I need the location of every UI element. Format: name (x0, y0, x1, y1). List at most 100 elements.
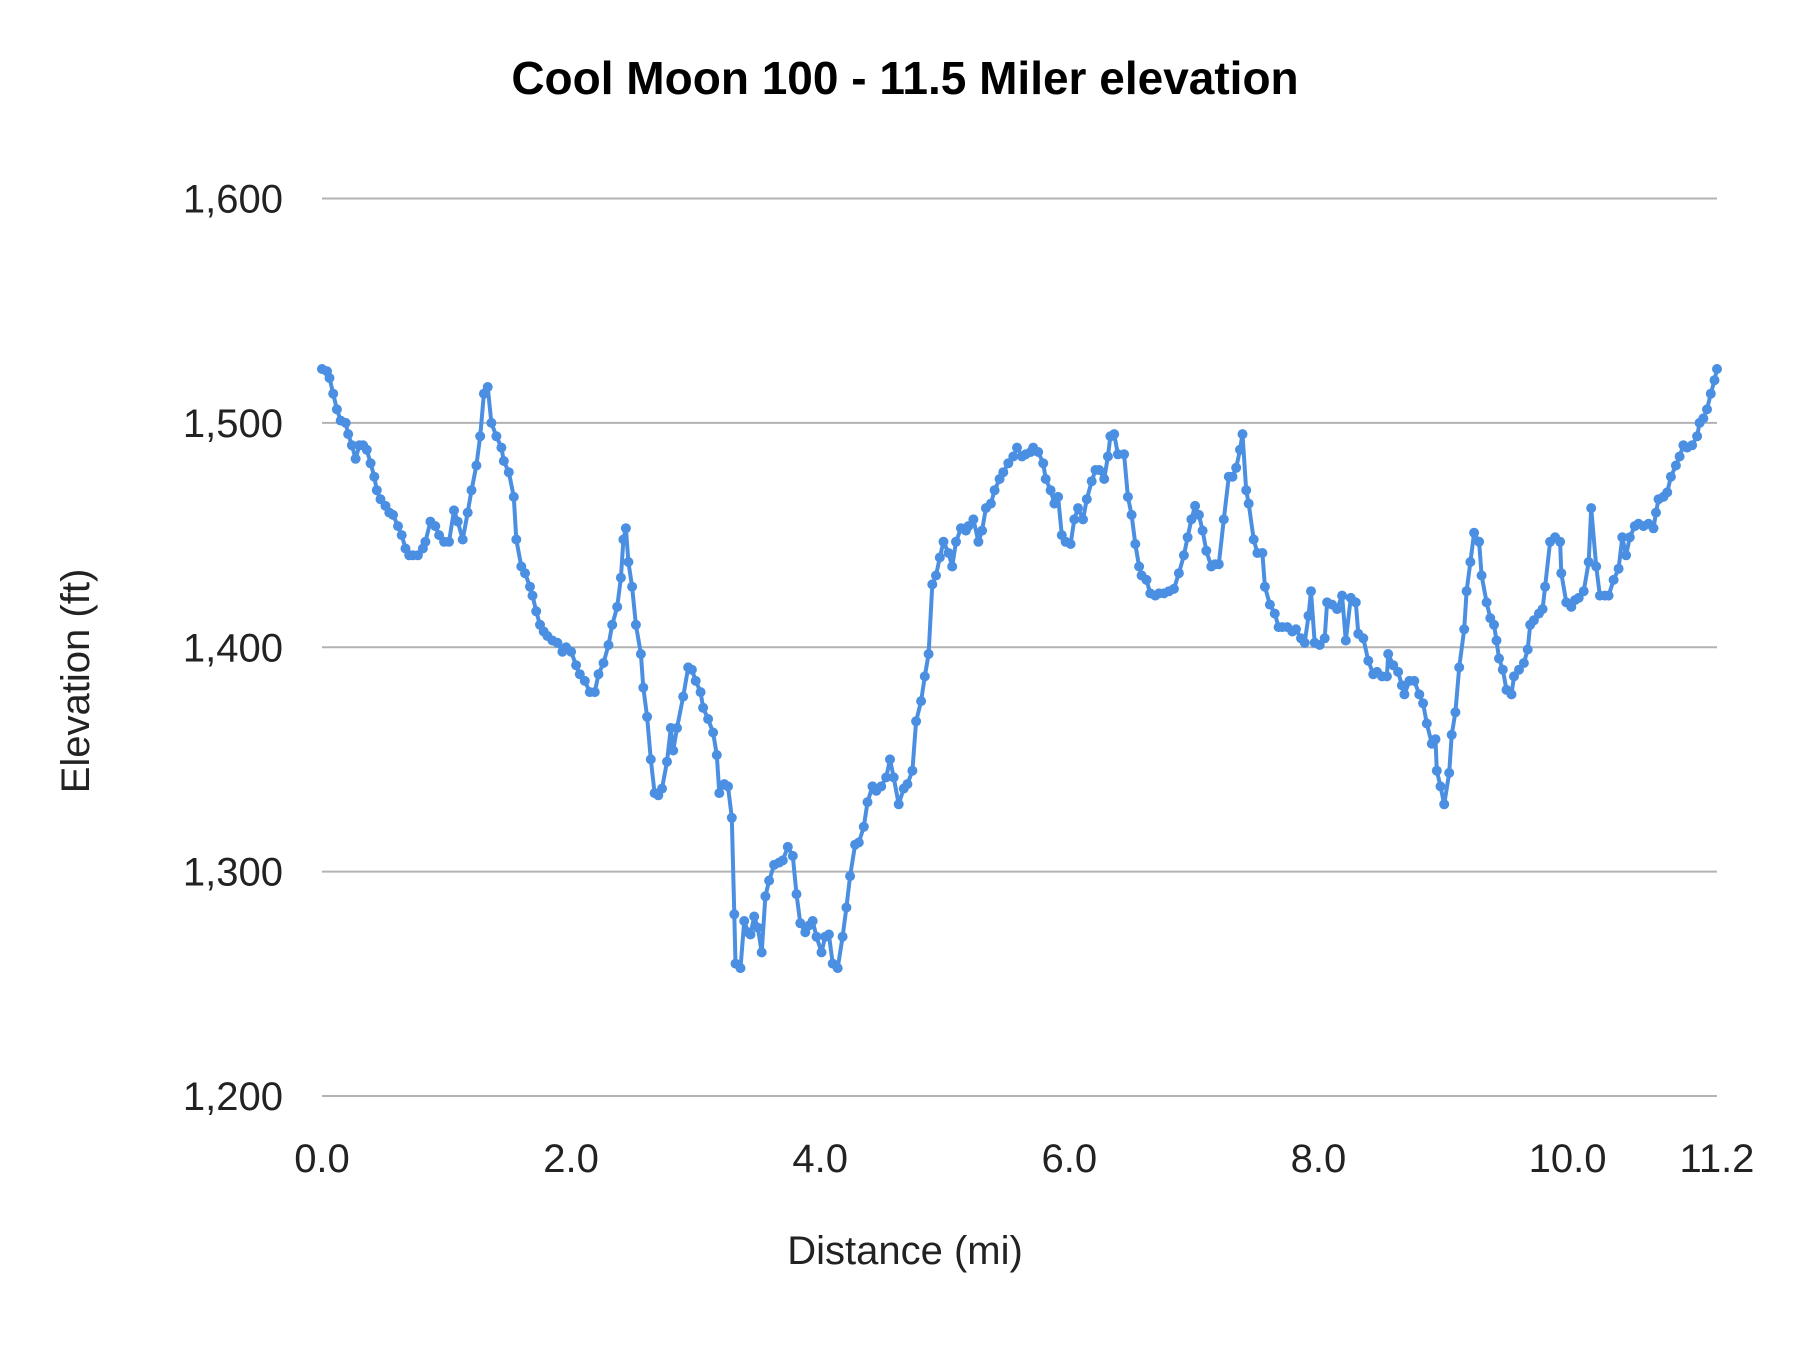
data-point (503, 467, 514, 478)
data-point (1399, 689, 1410, 700)
data-point (832, 963, 843, 974)
data-point (1186, 514, 1197, 525)
data-point (1213, 559, 1224, 570)
data-point (331, 404, 342, 415)
data-point (1418, 698, 1429, 709)
data-point (1102, 451, 1113, 462)
data-point (858, 821, 869, 832)
data-point (690, 675, 701, 686)
data-point (1350, 597, 1361, 608)
data-point (1182, 532, 1193, 543)
data-point (708, 727, 719, 738)
data-point (1178, 550, 1189, 561)
data-point (968, 514, 979, 525)
data-point (627, 581, 638, 592)
data-point (486, 417, 497, 428)
data-point (756, 947, 767, 958)
data-point (1337, 590, 1348, 601)
x-tick-label: 6.0 (1042, 1137, 1098, 1181)
data-point (934, 552, 945, 563)
data-point (1431, 765, 1442, 776)
data-point (491, 431, 502, 442)
data-point (603, 640, 614, 650)
data-point (1257, 548, 1268, 558)
data-point (498, 456, 509, 466)
data-point (511, 534, 522, 545)
data-point (735, 963, 746, 974)
data-point (642, 711, 653, 722)
data-point (931, 570, 941, 581)
data-point (726, 812, 737, 823)
data-point (1197, 525, 1208, 536)
data-point (668, 745, 679, 756)
data-point (452, 516, 463, 527)
data-point (739, 916, 750, 926)
data-point (1086, 476, 1097, 487)
data-point (902, 779, 913, 790)
data-point (369, 471, 380, 482)
data-point (1231, 462, 1242, 473)
data-point (1201, 545, 1212, 556)
y-tick-label: 1,600 (183, 178, 283, 222)
data-point (346, 440, 357, 451)
data-point (1454, 662, 1465, 673)
data-point (862, 797, 873, 808)
data-point (1692, 431, 1703, 442)
data-point (1241, 485, 1252, 496)
data-point (1537, 604, 1548, 615)
data-point (938, 536, 949, 547)
data-point (457, 534, 468, 545)
data-point (430, 521, 441, 532)
data-point (811, 931, 822, 942)
data-point (943, 548, 954, 558)
data-point (1383, 649, 1394, 659)
data-point (1583, 557, 1594, 567)
data-point (388, 509, 398, 520)
data-point (714, 788, 725, 799)
data-point (927, 579, 938, 590)
data-point (1008, 451, 1019, 462)
data-point (1073, 503, 1083, 514)
data-point (662, 756, 672, 767)
data-point (752, 922, 763, 933)
data-point (1712, 364, 1722, 374)
data-point (919, 671, 930, 682)
data-point (1578, 586, 1589, 597)
data-point (1414, 689, 1425, 700)
data-point (1476, 570, 1487, 581)
data-point (1081, 494, 1092, 505)
data-point (1038, 458, 1049, 469)
data-point (593, 669, 604, 680)
data-point (1439, 799, 1450, 810)
data-point (1435, 781, 1446, 792)
data-point (324, 373, 335, 383)
data-point (1621, 550, 1632, 561)
data-point (371, 485, 382, 496)
data-point (1670, 460, 1681, 471)
data-point (1269, 608, 1280, 619)
data-point (343, 429, 354, 440)
data-point (1465, 557, 1476, 567)
data-point (853, 837, 864, 848)
data-point (916, 696, 927, 707)
data-point (1065, 539, 1076, 549)
data-point (698, 702, 709, 713)
data-point (947, 561, 958, 572)
data-point (420, 536, 431, 547)
data-point (1069, 514, 1080, 525)
x-tick-label: 2.0 (543, 1137, 599, 1181)
data-point (1469, 527, 1480, 538)
data-point (1099, 474, 1110, 484)
data-point (1450, 707, 1461, 718)
data-point (1687, 440, 1698, 451)
data-point (1248, 534, 1259, 545)
data-point (1130, 539, 1141, 549)
data-point (393, 521, 403, 532)
data-point (723, 781, 733, 792)
data-point (977, 525, 988, 536)
data-point (1674, 451, 1685, 462)
data-point (1119, 449, 1130, 460)
data-point (1698, 413, 1709, 424)
data-point (893, 799, 904, 810)
